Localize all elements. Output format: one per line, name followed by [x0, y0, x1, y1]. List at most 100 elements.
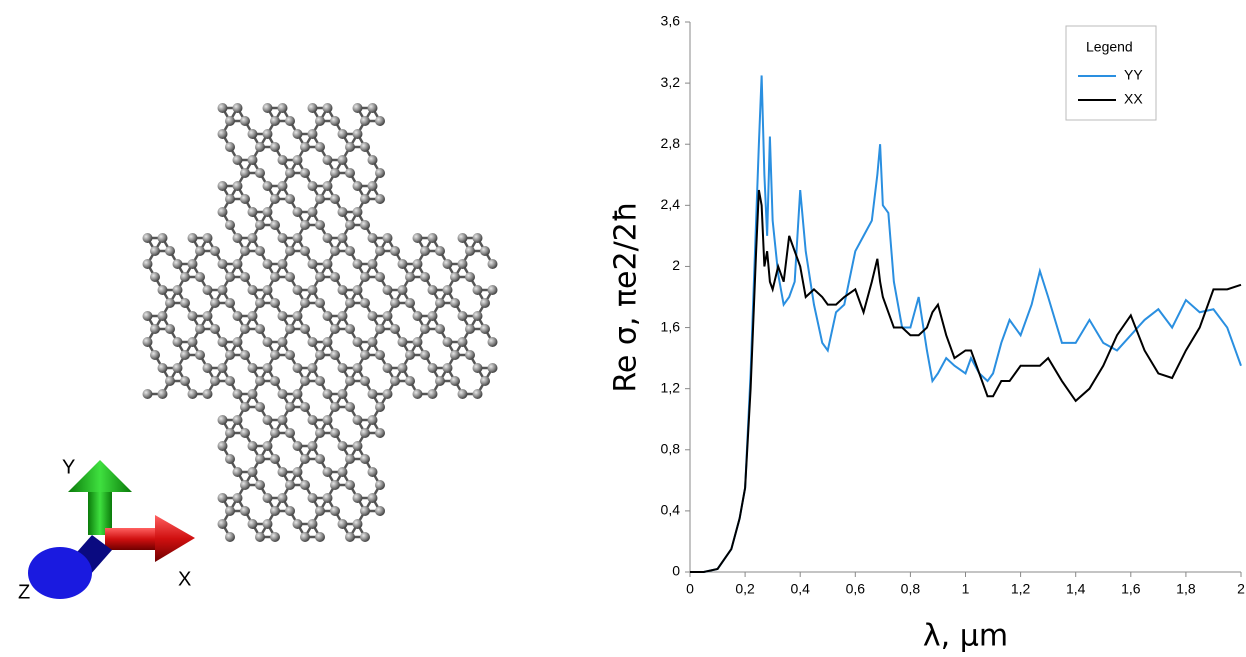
atom [435, 324, 445, 334]
atom [457, 389, 468, 399]
atom [337, 155, 348, 165]
atom [330, 324, 340, 334]
atom [487, 363, 498, 373]
atom [225, 142, 235, 152]
atom [390, 324, 400, 334]
atom [322, 493, 333, 503]
atom [172, 259, 183, 269]
atom [165, 376, 175, 386]
atom [435, 376, 445, 386]
atom [307, 441, 318, 451]
triad-label: Y [62, 456, 75, 478]
atom [427, 311, 438, 321]
atom [480, 246, 490, 256]
atom [292, 207, 303, 217]
atom [420, 350, 430, 360]
y-tick-label: 2 [672, 257, 680, 273]
atom [232, 181, 243, 191]
atom [345, 324, 355, 334]
atom [465, 350, 475, 360]
atom [232, 259, 243, 269]
atom [435, 246, 445, 256]
atom [142, 311, 153, 321]
atom [330, 350, 340, 360]
atom [202, 233, 213, 243]
atom [367, 259, 378, 269]
atom [360, 142, 370, 152]
atom [487, 285, 498, 295]
atom [375, 272, 385, 282]
atom [375, 168, 385, 178]
atom [165, 246, 175, 256]
atom [232, 493, 243, 503]
atom [225, 116, 235, 126]
atom [382, 389, 393, 399]
atom [300, 142, 310, 152]
atom [270, 506, 280, 516]
atom [360, 194, 370, 204]
atom [360, 116, 370, 126]
atom [465, 272, 475, 282]
atom [450, 298, 460, 308]
atom [345, 220, 355, 230]
atom [337, 233, 348, 243]
atom [465, 246, 475, 256]
atom [247, 155, 258, 165]
atom [157, 233, 168, 243]
atom [375, 506, 385, 516]
series-line [690, 189, 1242, 573]
atom [285, 506, 295, 516]
atom [375, 116, 385, 126]
atom [255, 298, 265, 308]
atom [375, 350, 385, 360]
atom [315, 454, 325, 464]
legend-label: XX [1124, 91, 1143, 107]
atom [337, 311, 348, 321]
atom [360, 272, 370, 282]
atom [390, 246, 400, 256]
atom [262, 519, 273, 529]
atom [210, 376, 220, 386]
atom [195, 324, 205, 334]
atom [255, 376, 265, 386]
atom [262, 129, 273, 139]
atom [450, 350, 460, 360]
atom [262, 415, 273, 425]
atom [187, 233, 198, 243]
atom [262, 259, 273, 269]
atom [480, 298, 490, 308]
atom [277, 103, 288, 113]
atom [397, 337, 408, 347]
atom [360, 532, 370, 542]
atom [345, 142, 355, 152]
atom [285, 246, 295, 256]
atom [300, 532, 310, 542]
atom [330, 168, 340, 178]
atom [315, 532, 325, 542]
atom [232, 337, 243, 347]
atom [322, 415, 333, 425]
atom [277, 181, 288, 191]
legend-title: Legend [1086, 39, 1133, 55]
atom [375, 246, 385, 256]
atom [225, 428, 235, 438]
atom [292, 155, 303, 165]
atom [330, 480, 340, 490]
atom [435, 298, 445, 308]
atom [412, 259, 423, 269]
atom [367, 181, 378, 191]
x-tick-label: 1,4 [1066, 581, 1086, 597]
atom [270, 142, 280, 152]
atom [315, 116, 325, 126]
molecule [142, 103, 498, 542]
atom [457, 337, 468, 347]
triad-label: Z [18, 581, 30, 603]
atom [307, 285, 318, 295]
series-line [690, 75, 1242, 573]
atom [217, 181, 228, 191]
atom [442, 363, 453, 373]
atom [240, 506, 250, 516]
atom [472, 363, 483, 373]
atom [157, 363, 168, 373]
atom [300, 168, 310, 178]
